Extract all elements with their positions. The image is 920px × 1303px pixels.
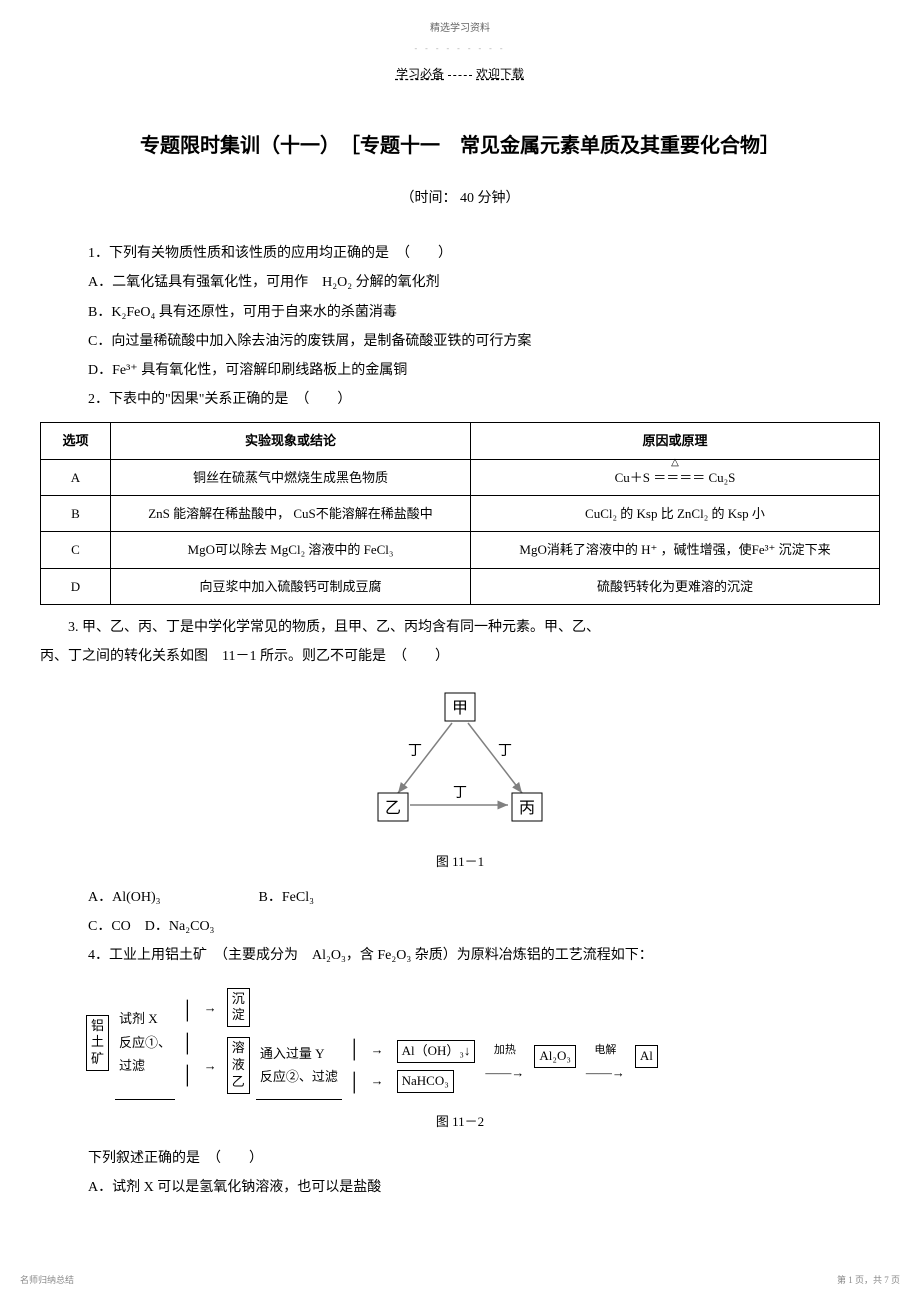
page-title: 专题限时集训（十一） ［专题十一 常见金属元素单质及其重要化合物］ bbox=[40, 126, 880, 166]
table-row: D 向豆浆中加入硫酸钙可制成豆腐 硫酸钙转化为更难溶的沉淀 bbox=[41, 568, 880, 604]
time-note: （时间： 40 分钟） bbox=[40, 186, 880, 211]
top-dots: - - - - - - - - - bbox=[40, 42, 880, 56]
q3-stem-1: 3. 甲、乙、丙、丁是中学化学常见的物质，且甲、乙、丙均含有同一种元素。甲、乙、 bbox=[40, 615, 880, 640]
svg-text:丁: 丁 bbox=[453, 786, 467, 801]
col-option: 选项 bbox=[41, 423, 111, 459]
svg-text:丙: 丙 bbox=[519, 800, 535, 817]
page-header: 学习必备 欢迎下载 bbox=[40, 64, 880, 86]
cell: MgO消耗了溶液中的 H⁺ ，碱性增强，使Fe³⁺ 沉淀下来 bbox=[471, 532, 880, 568]
flow-node-start: 铝土矿 bbox=[86, 1015, 109, 1072]
q3-figcaption: 图 11－1 bbox=[40, 850, 880, 873]
col-phenomenon: 实验现象或结论 bbox=[111, 423, 471, 459]
q4-tail: 下列叙述正确的是 （ ） bbox=[60, 1146, 860, 1171]
header-right: 欢迎下载 bbox=[474, 67, 526, 81]
q2-table: 选项 实验现象或结论 原因或原理 A 铜丝在硫蒸气中燃烧生成黑色物质 △ Cu＋… bbox=[40, 422, 880, 605]
flow-label-heat: 加热 bbox=[494, 1044, 516, 1056]
table-row: C MgO可以除去 MgCl₂ 溶液中的 FeCl₃ MgO消耗了溶液中的 H⁺… bbox=[41, 532, 880, 568]
q1-option-d: D．Fe³⁺ 具有氧化性，可溶解印刷线路板上的金属铜 bbox=[60, 358, 860, 383]
svg-text:乙: 乙 bbox=[385, 800, 401, 817]
q1-option-b: B．K₂FeO₄ 具有还原性，可用于自来水的杀菌消毒 bbox=[60, 300, 860, 325]
flow-step1c: 过滤 bbox=[119, 1058, 145, 1073]
table-row: A 铜丝在硫蒸气中燃烧生成黑色物质 △ Cu＋S ＝＝＝＝ Cu₂S bbox=[41, 459, 880, 495]
footer-left: 名师归纳总结 bbox=[20, 1272, 74, 1288]
q1-stem: 1．下列有关物质性质和该性质的应用均正确的是 （ ） bbox=[60, 241, 860, 266]
flow-label-electrolysis: 电解 bbox=[594, 1044, 616, 1056]
cell: 硫酸钙转化为更难溶的沉淀 bbox=[471, 568, 880, 604]
flow-reagent-x: 试剂 X bbox=[119, 1011, 158, 1026]
cell: CuCl₂ 的 Ksp 比 ZnCl₂ 的 Ksp 小 bbox=[471, 496, 880, 532]
table-row: B ZnS 能溶解在稀盐酸中， CuS不能溶解在稀盐酸中 CuCl₂ 的 Ksp… bbox=[41, 496, 880, 532]
cell: 铜丝在硫蒸气中燃烧生成黑色物质 bbox=[111, 459, 471, 495]
footer-right: 第 1 页，共 7 页 bbox=[837, 1272, 900, 1288]
q4-figcaption: 图 11－2 bbox=[40, 1110, 880, 1133]
cell: △ Cu＋S ＝＝＝＝ Cu₂S bbox=[471, 459, 880, 495]
svg-text:丁: 丁 bbox=[408, 744, 422, 759]
flow-reagent-y: 通入过量 Y bbox=[260, 1046, 325, 1061]
cell: B bbox=[41, 496, 111, 532]
flow-node-al2o3: Al₂O₃ bbox=[534, 1045, 575, 1068]
q1-option-c: C．向过量稀硫酸中加入除去油污的废铁屑，是制备硫酸亚铁的可行方案 bbox=[60, 329, 860, 354]
svg-text:丁: 丁 bbox=[498, 744, 512, 759]
flow-node-al: Al bbox=[635, 1045, 658, 1068]
cell: ZnS 能溶解在稀盐酸中， CuS不能溶解在稀盐酸中 bbox=[111, 496, 471, 532]
flow-step2: 反应②、过滤 bbox=[260, 1069, 338, 1084]
cell: A bbox=[41, 459, 111, 495]
cell: MgO可以除去 MgCl₂ 溶液中的 FeCl₃ bbox=[111, 532, 471, 568]
flow-node-solution: 溶液乙 bbox=[227, 1037, 250, 1094]
q3-options-cd: C．CO D．Na₂CO₃ bbox=[60, 914, 860, 939]
header-left: 学习必备 bbox=[394, 67, 446, 81]
q3-options-ab: A．Al(OH)₃ B．FeCl₃ bbox=[60, 885, 860, 910]
q4-option-a: A．试剂 X 可以是氢氧化钠溶液，也可以是盐酸 bbox=[60, 1175, 860, 1200]
flow-node-nahco3: NaHCO₃ bbox=[397, 1070, 454, 1093]
flow-node-aloh3: Al（OH）₃↓ bbox=[397, 1040, 476, 1063]
flow-step1b: 反应①、 bbox=[119, 1035, 171, 1050]
q3-diagram: 甲 乙 丙 丁 丁 丁 bbox=[360, 685, 560, 835]
svg-text:甲: 甲 bbox=[452, 700, 468, 717]
cell: D bbox=[41, 568, 111, 604]
q4-flowchart: 铝土矿 试剂 X 反应①、 过滤 │││ → 沉淀 → 溶液乙 通入过量 Y 反… bbox=[80, 984, 880, 1103]
cell: 向豆浆中加入硫酸钙可制成豆腐 bbox=[111, 568, 471, 604]
q2-stem: 2．下表中的"因果"关系正确的是 （ ） bbox=[60, 387, 860, 412]
cell: C bbox=[41, 532, 111, 568]
q3-stem-2: 丙、丁之间的转化关系如图 11－1 所示。则乙不可能是 （ ） bbox=[40, 644, 880, 669]
table-header-row: 选项 实验现象或结论 原因或原理 bbox=[41, 423, 880, 459]
flow-node-precipitate: 沉淀 bbox=[227, 988, 250, 1028]
q4-stem: 4．工业上用铝土矿 （主要成分为 Al₂O₃，含 Fe₂O₃ 杂质）为原料冶炼铝… bbox=[60, 943, 860, 968]
top-note: 精选学习资料 bbox=[40, 20, 880, 38]
q1-option-a: A．二氧化锰具有强氧化性，可用作 H₂O₂ 分解的氧化剂 bbox=[60, 270, 860, 295]
